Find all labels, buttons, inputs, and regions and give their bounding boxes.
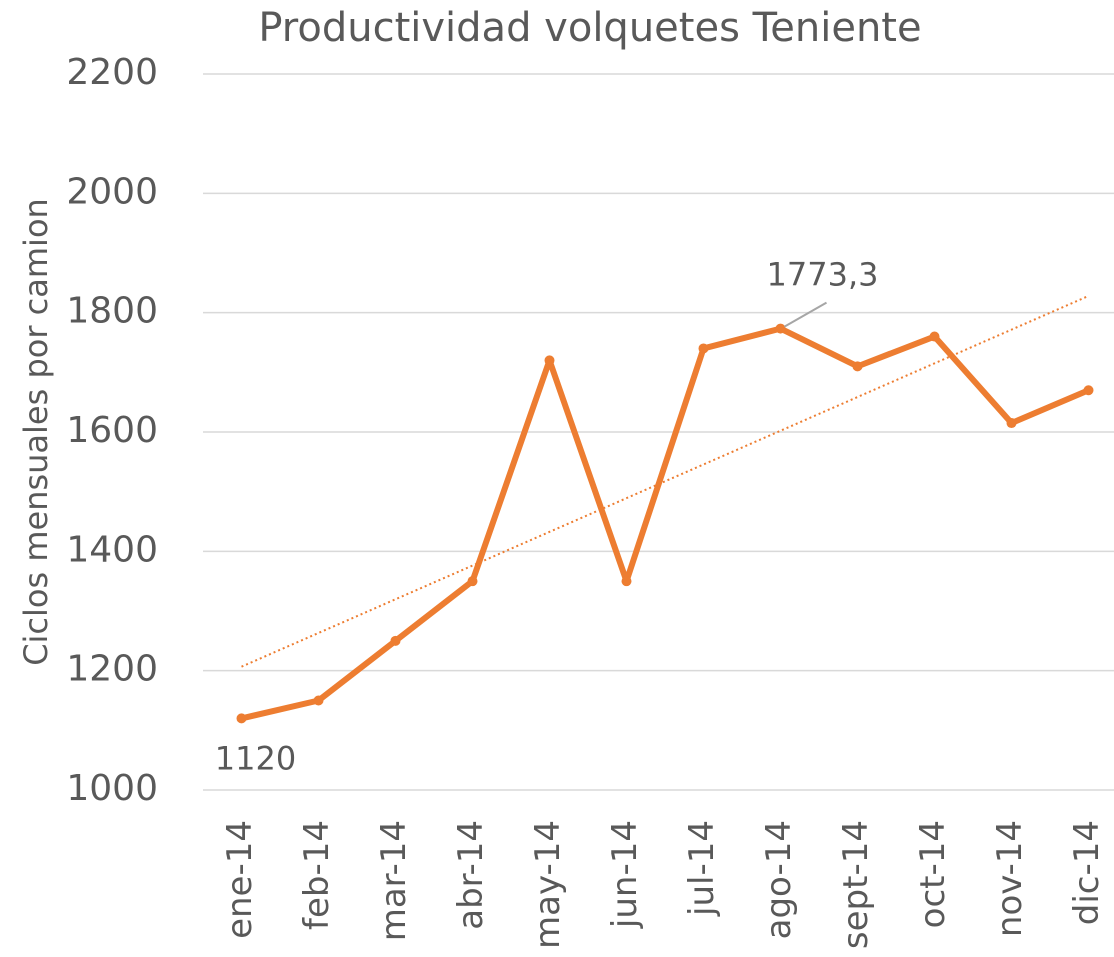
point <box>698 343 709 354</box>
x-tick-label: sept-14 <box>836 820 876 949</box>
x-tick-label: ene-14 <box>220 820 260 939</box>
point <box>929 331 940 342</box>
point <box>1083 385 1094 396</box>
y-tick-label: 2000 <box>66 171 158 212</box>
x-tick-label: oct-14 <box>913 820 953 928</box>
data-label: 1773,3 <box>767 256 879 294</box>
x-tick-label: jun-14 <box>605 820 645 929</box>
point <box>544 355 555 366</box>
point <box>1006 418 1017 429</box>
y-tick-label: 1000 <box>66 768 158 809</box>
x-tick-label: feb-14 <box>297 820 337 930</box>
x-tick-label: abr-14 <box>451 820 491 930</box>
x-tick-label: ago-14 <box>759 820 799 939</box>
x-tick-label: dic-14 <box>1067 820 1107 925</box>
point <box>621 576 632 587</box>
trendline <box>241 295 1089 668</box>
y-tick-label: 1800 <box>66 291 158 332</box>
line <box>240 325 1090 722</box>
x-tick-label: may-14 <box>528 820 568 949</box>
point <box>775 323 786 334</box>
point <box>390 635 401 646</box>
leader-line <box>784 301 827 328</box>
data-label: 1120 <box>215 739 296 777</box>
point <box>313 695 324 706</box>
x-tick-label: nov-14 <box>990 820 1030 937</box>
y-tick-label: 2200 <box>66 52 158 93</box>
point <box>236 713 247 724</box>
y-axis-title: Ciclos mensuales por camion <box>17 198 55 666</box>
y-tick-label: 1400 <box>66 529 158 570</box>
point <box>467 576 478 587</box>
point <box>852 361 863 372</box>
chart-title: Productividad volquetes Teniente <box>258 5 921 51</box>
x-tick-label: mar-14 <box>374 820 414 941</box>
y-tick-label: 1600 <box>66 410 158 451</box>
x-tick-label: jul-14 <box>682 820 722 917</box>
y-tick-label: 1200 <box>66 649 158 690</box>
